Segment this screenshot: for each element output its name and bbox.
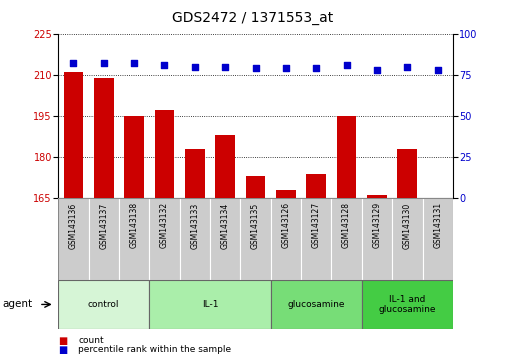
Text: GSM143128: GSM143128 bbox=[341, 202, 350, 248]
Point bbox=[372, 67, 380, 73]
Text: GSM143138: GSM143138 bbox=[129, 202, 138, 249]
Bar bbox=[149, 280, 270, 329]
Text: ■: ■ bbox=[58, 336, 67, 346]
Text: count: count bbox=[78, 336, 104, 345]
Point bbox=[251, 65, 259, 71]
Point bbox=[342, 62, 350, 68]
Bar bbox=[422, 198, 452, 280]
Text: GSM143129: GSM143129 bbox=[372, 202, 381, 249]
Text: GSM143133: GSM143133 bbox=[190, 202, 199, 249]
Text: percentile rank within the sample: percentile rank within the sample bbox=[78, 345, 231, 354]
Bar bbox=[367, 195, 386, 198]
Bar bbox=[391, 198, 422, 280]
Text: glucosamine: glucosamine bbox=[287, 300, 344, 309]
Text: GSM143127: GSM143127 bbox=[311, 202, 320, 249]
Bar bbox=[119, 198, 149, 280]
Text: GSM143134: GSM143134 bbox=[220, 202, 229, 249]
Bar bbox=[58, 198, 88, 280]
Point bbox=[402, 64, 411, 69]
Text: ■: ■ bbox=[58, 345, 67, 354]
Point bbox=[160, 62, 168, 68]
Point bbox=[433, 67, 441, 73]
Bar bbox=[270, 198, 300, 280]
Bar bbox=[58, 280, 149, 329]
Bar bbox=[88, 198, 119, 280]
Text: agent: agent bbox=[3, 299, 33, 309]
Bar bbox=[94, 78, 114, 198]
Bar bbox=[179, 198, 210, 280]
Bar bbox=[64, 72, 83, 198]
Text: GSM143131: GSM143131 bbox=[432, 202, 441, 249]
Bar bbox=[306, 173, 326, 198]
Point bbox=[221, 64, 229, 69]
Bar bbox=[149, 198, 179, 280]
Point bbox=[69, 61, 77, 66]
Text: GSM143137: GSM143137 bbox=[99, 202, 108, 249]
Text: IL-1 and
glucosamine: IL-1 and glucosamine bbox=[378, 295, 435, 314]
Bar bbox=[361, 198, 391, 280]
Point bbox=[99, 61, 108, 66]
Text: GDS2472 / 1371553_at: GDS2472 / 1371553_at bbox=[172, 11, 333, 25]
Bar bbox=[336, 116, 356, 198]
Bar bbox=[300, 198, 331, 280]
Text: control: control bbox=[88, 300, 119, 309]
Bar bbox=[124, 116, 144, 198]
Bar bbox=[276, 190, 295, 198]
Text: IL-1: IL-1 bbox=[201, 300, 218, 309]
Text: GSM143136: GSM143136 bbox=[69, 202, 78, 249]
Bar bbox=[185, 149, 204, 198]
Bar bbox=[270, 280, 361, 329]
Point bbox=[281, 65, 289, 71]
Bar bbox=[210, 198, 240, 280]
Bar bbox=[245, 176, 265, 198]
Bar bbox=[331, 198, 361, 280]
Point bbox=[130, 61, 138, 66]
Bar bbox=[215, 135, 235, 198]
Text: GSM143135: GSM143135 bbox=[250, 202, 260, 249]
Text: GSM143126: GSM143126 bbox=[281, 202, 290, 249]
Text: GSM143132: GSM143132 bbox=[160, 202, 169, 249]
Bar bbox=[240, 198, 270, 280]
Bar bbox=[397, 149, 417, 198]
Point bbox=[190, 64, 198, 69]
Bar bbox=[155, 110, 174, 198]
Text: GSM143130: GSM143130 bbox=[402, 202, 411, 249]
Point bbox=[312, 65, 320, 71]
Bar bbox=[361, 280, 452, 329]
